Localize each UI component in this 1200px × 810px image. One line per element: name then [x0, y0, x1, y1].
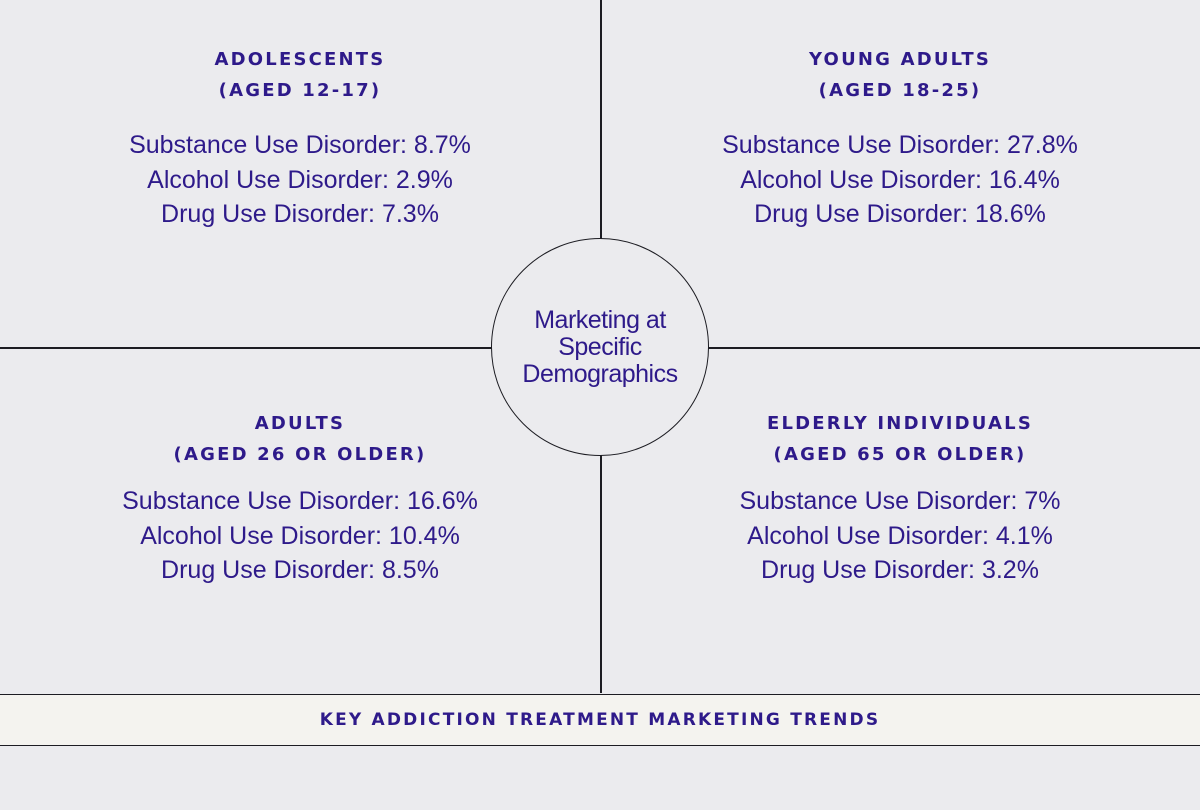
quadrant-title: ADOLESCENTS — [214, 49, 386, 70]
footer-label: KEY ADDICTION TREATMENT MARKETING TRENDS — [319, 710, 881, 730]
quadrant-young-adults: YOUNG ADULTS (AGED 18-25) Substance Use … — [600, 44, 1200, 232]
quadrant-title: YOUNG ADULTS — [808, 49, 992, 70]
stat-list: Substance Use Disorder: 27.8% Alcohol Us… — [600, 128, 1200, 232]
stat-list: Substance Use Disorder: 8.7% Alcohol Use… — [0, 128, 600, 232]
stat-drug-use: Drug Use Disorder: 18.6% — [754, 200, 1046, 228]
stat-substance-use: Substance Use Disorder: 16.6% — [122, 487, 478, 515]
stat-substance-use: Substance Use Disorder: 8.7% — [129, 131, 471, 159]
stat-substance-use: Substance Use Disorder: 7% — [739, 487, 1061, 515]
quadrant-subtitle: (AGED 65 OR OLDER) — [773, 444, 1027, 465]
stat-alcohol-use: Alcohol Use Disorder: 10.4% — [140, 521, 460, 550]
stat-substance-use: Substance Use Disorder: 27.8% — [722, 131, 1078, 159]
stat-drug-use: Drug Use Disorder: 3.2% — [761, 556, 1039, 584]
quadrant-subtitle: (AGED 12-17) — [218, 80, 382, 101]
stat-drug-use: Drug Use Disorder: 7.3% — [161, 200, 439, 228]
stat-list: Substance Use Disorder: 7% Alcohol Use D… — [600, 484, 1200, 588]
quadrant-subtitle: (AGED 18-25) — [818, 80, 982, 101]
quadrant-subtitle: (AGED 26 OR OLDER) — [173, 444, 427, 465]
stat-alcohol-use: Alcohol Use Disorder: 16.4% — [740, 165, 1060, 194]
quadrant-title: ELDERLY INDIVIDUALS — [766, 413, 1034, 434]
stat-alcohol-use: Alcohol Use Disorder: 4.1% — [747, 521, 1053, 550]
quadrant-elderly-individuals: ELDERLY INDIVIDUALS (AGED 65 OR OLDER) S… — [600, 408, 1200, 588]
quadrant-title: ADULTS — [254, 413, 346, 434]
center-hub-circle: Marketing at Specific Demographics — [491, 238, 709, 456]
center-hub-label: Marketing at Specific Demographics — [522, 305, 678, 388]
quadrant-adults: ADULTS (AGED 26 OR OLDER) Substance Use … — [0, 408, 600, 588]
stat-drug-use: Drug Use Disorder: 8.5% — [161, 556, 439, 584]
quadrant-adolescents: ADOLESCENTS (AGED 12-17) Substance Use D… — [0, 44, 600, 232]
stat-list: Substance Use Disorder: 16.6% Alcohol Us… — [0, 484, 600, 588]
footer-banner: KEY ADDICTION TREATMENT MARKETING TRENDS — [0, 694, 1200, 746]
stat-alcohol-use: Alcohol Use Disorder: 2.9% — [147, 165, 453, 194]
